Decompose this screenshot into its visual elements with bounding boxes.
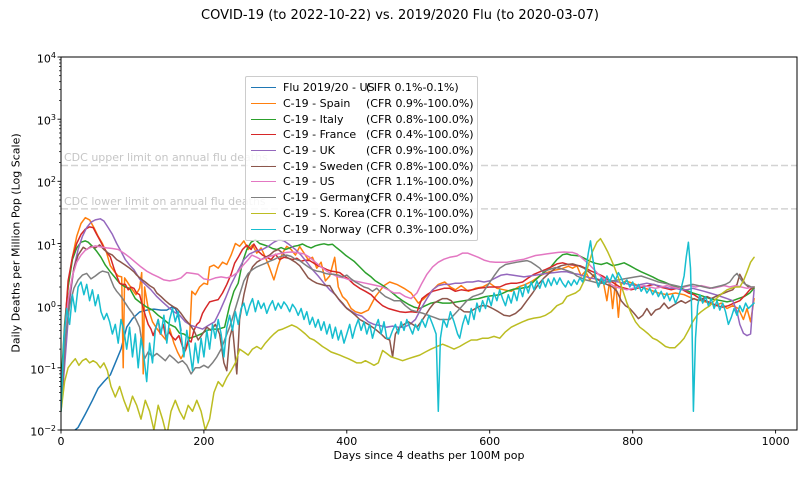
cdc-upper-limit-label: CDC upper limit on annual flu deaths [64,151,268,165]
legend-series-label: C-19 - Norway [283,222,362,236]
series-line-flu-2019-20-us [73,306,182,430]
y-tick-label: 102 [36,175,56,190]
series-line-c-19-uk [61,218,755,413]
legend-row: C-19 - France (CFR 0.4%-100.0%) [251,127,474,143]
x-tick-label: 600 [479,435,500,448]
legend-line-swatch [251,212,276,214]
legend-cfr-label: (CFR 0.4%-100.0%) [366,191,474,205]
legend-row: C-19 - Norway (CFR 0.3%-100.0%) [251,221,474,237]
legend-row: C-19 - Germany (CFR 0.4%-100.0%) [251,190,474,206]
legend-line-swatch [251,150,276,152]
legend-row: C-19 - S. Korea (CFR 0.1%-100.0%) [251,206,474,222]
y-tick-label: 101 [36,237,56,253]
series-line-c-19-spain [61,216,755,394]
legend-cfr-label: ( IFR 0.1%-0.1%) [366,81,459,95]
x-tick-label: 400 [336,435,357,448]
legend-cfr-label: (CFR 1.1%-100.0%) [366,175,474,189]
legend-series-label: C-19 - France [283,128,357,142]
legend-series-label: C-19 - S. Korea [283,206,365,220]
legend-line-swatch [251,103,276,105]
legend-line-swatch [251,118,276,120]
legend-cfr-label: (CFR 0.8%-100.0%) [366,159,474,173]
legend-series-label: C-19 - UK [283,144,335,158]
legend: Flu 2019/20 - US( IFR 0.1%-0.1%) C-19 - S… [245,76,478,241]
legend-cfr-label: (CFR 0.4%-100.0%) [366,128,474,142]
legend-row: C-19 - Spain (CFR 0.9%-100.0%) [251,96,474,112]
legend-series-label: C-19 - Spain [283,97,351,111]
legend-row: C-19 - Italy (CFR 0.8%-100.0%) [251,111,474,127]
x-tick-label: 800 [622,435,643,448]
legend-cfr-label: (CFR 0.9%-100.0%) [366,144,474,158]
y-tick-label: 100 [36,299,56,315]
legend-cfr-label: (CFR 0.1%-100.0%) [366,206,474,220]
legend-line-swatch [251,197,276,199]
series-line-c-19-sweden [61,244,755,413]
legend-cfr-label: (CFR 0.8%-100.0%) [366,112,474,126]
legend-cfr-label: (CFR 0.3%-100.0%) [366,222,474,236]
chart-title: COVID-19 (to 2022-10-22) vs. 2019/2020 F… [201,8,599,23]
y-tick-label: 10−1 [30,361,56,377]
legend-series-label: Flu 2019/20 - US [283,81,375,95]
x-axis-label: Days since 4 deaths per 100M pop [333,449,525,462]
series-line-c-19-france [61,226,755,402]
legend-series-label: C-19 - US [283,175,335,189]
legend-line-swatch [251,134,276,136]
x-tick-label: 200 [193,435,214,448]
legend-line-swatch [251,87,276,89]
y-tick-label: 103 [36,113,56,128]
legend-series-label: C-19 - Germany [283,191,371,205]
legend-row: C-19 - UK (CFR 0.9%-100.0%) [251,143,474,159]
series-line-c-19-norway [61,240,755,413]
legend-line-swatch [251,228,276,230]
series-line-c-19-germany [61,254,755,402]
y-tick-label: 104 [36,51,56,66]
x-tick-label: 1000 [762,435,790,448]
cdc-lower-limit-label: CDC lower limit on annual flu deaths [64,194,266,208]
legend-series-label: C-19 - Italy [283,112,344,126]
series-line-c-19-us [61,245,754,394]
legend-row: C-19 - US (CFR 1.1%-100.0%) [251,174,474,190]
y-tick-label: 10−2 [30,424,56,439]
legend-series-label: C-19 - Sweden [283,159,364,173]
legend-line-swatch [251,165,276,167]
legend-row: Flu 2019/20 - US( IFR 0.1%-0.1%) [251,80,472,96]
x-tick-label: 0 [58,435,65,448]
series-line-c-19-s-korea [61,237,755,430]
legend-cfr-label: (CFR 0.9%-100.0%) [366,97,474,111]
legend-line-swatch [251,181,276,183]
legend-row: C-19 - Sweden (CFR 0.8%-100.0%) [251,158,474,174]
